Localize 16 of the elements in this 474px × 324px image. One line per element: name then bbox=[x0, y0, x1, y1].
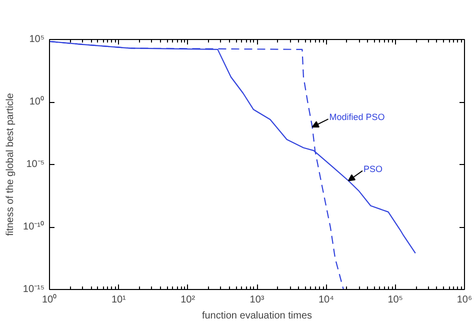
x-tick-label: 10⁶ bbox=[456, 294, 472, 306]
x-tick-label: 10⁴ bbox=[318, 294, 334, 306]
x-tick-label: 10³ bbox=[250, 294, 265, 306]
x-tick-label: 10¹ bbox=[111, 294, 127, 306]
x-tick-label: 10⁰ bbox=[42, 294, 58, 306]
y-tick-label: 10⁰ bbox=[29, 96, 44, 108]
x-tick-label: 10² bbox=[180, 294, 196, 306]
y-tick-label: 10⁵ bbox=[29, 34, 45, 45]
series-label: Modified PSO bbox=[329, 112, 385, 122]
y-axis-title: fitness of the global best particle bbox=[4, 92, 16, 236]
series-label: PSO bbox=[363, 164, 382, 174]
y-tick-label: 10⁻¹⁵ bbox=[22, 284, 45, 295]
y-tick-label: 10⁻⁵ bbox=[26, 159, 45, 170]
x-axis-title: function evaluation times bbox=[202, 310, 312, 322]
y-tick-label: 10⁻¹⁰ bbox=[23, 220, 44, 232]
x-tick-label: 10⁵ bbox=[388, 294, 403, 306]
